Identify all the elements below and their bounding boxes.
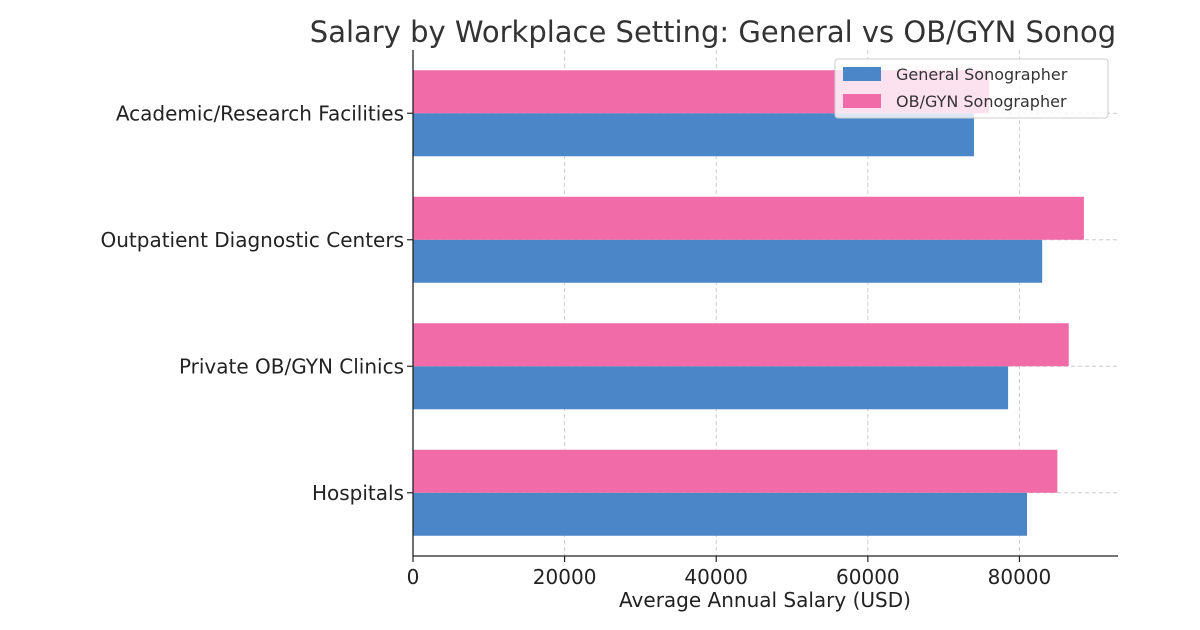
legend-label-obgyn: OB/GYN Sonographer <box>896 92 1067 111</box>
legend: General Sonographer OB/GYN Sonographer <box>834 58 1109 119</box>
bar-general <box>413 239 1043 283</box>
category-label: Academic/Research Facilities <box>116 101 404 125</box>
x-tick-label: 0 <box>407 565 420 589</box>
x-tick-label: 20000 <box>533 565 597 589</box>
bar-obgyn <box>413 196 1084 240</box>
bar-obgyn <box>413 449 1058 493</box>
category-label: Hospitals <box>312 481 404 505</box>
bars <box>413 70 1084 536</box>
axis-labels: 0 20000 40000 60000 80000 Hospitals Private OB… <box>100 101 1051 589</box>
chart-title: Salary by Workplace Setting: General vs … <box>310 15 1116 49</box>
bar-general <box>413 113 974 157</box>
legend-swatch-obgyn <box>843 94 881 108</box>
x-tick-label: 60000 <box>836 565 900 589</box>
bar-general <box>413 366 1009 410</box>
x-axis-title: Average Annual Salary (USD) <box>619 588 911 612</box>
legend-swatch-general <box>843 67 881 81</box>
bar-general <box>413 492 1028 536</box>
axes <box>407 50 1118 562</box>
x-tick-label: 80000 <box>988 565 1052 589</box>
category-label: Private OB/GYN Clinics <box>179 354 404 378</box>
x-tick-label: 40000 <box>684 565 748 589</box>
legend-label-general: General Sonographer <box>896 65 1068 84</box>
bar-obgyn <box>413 323 1069 367</box>
category-label: Outpatient Diagnostic Centers <box>100 228 404 252</box>
legend-frame <box>834 58 1109 119</box>
